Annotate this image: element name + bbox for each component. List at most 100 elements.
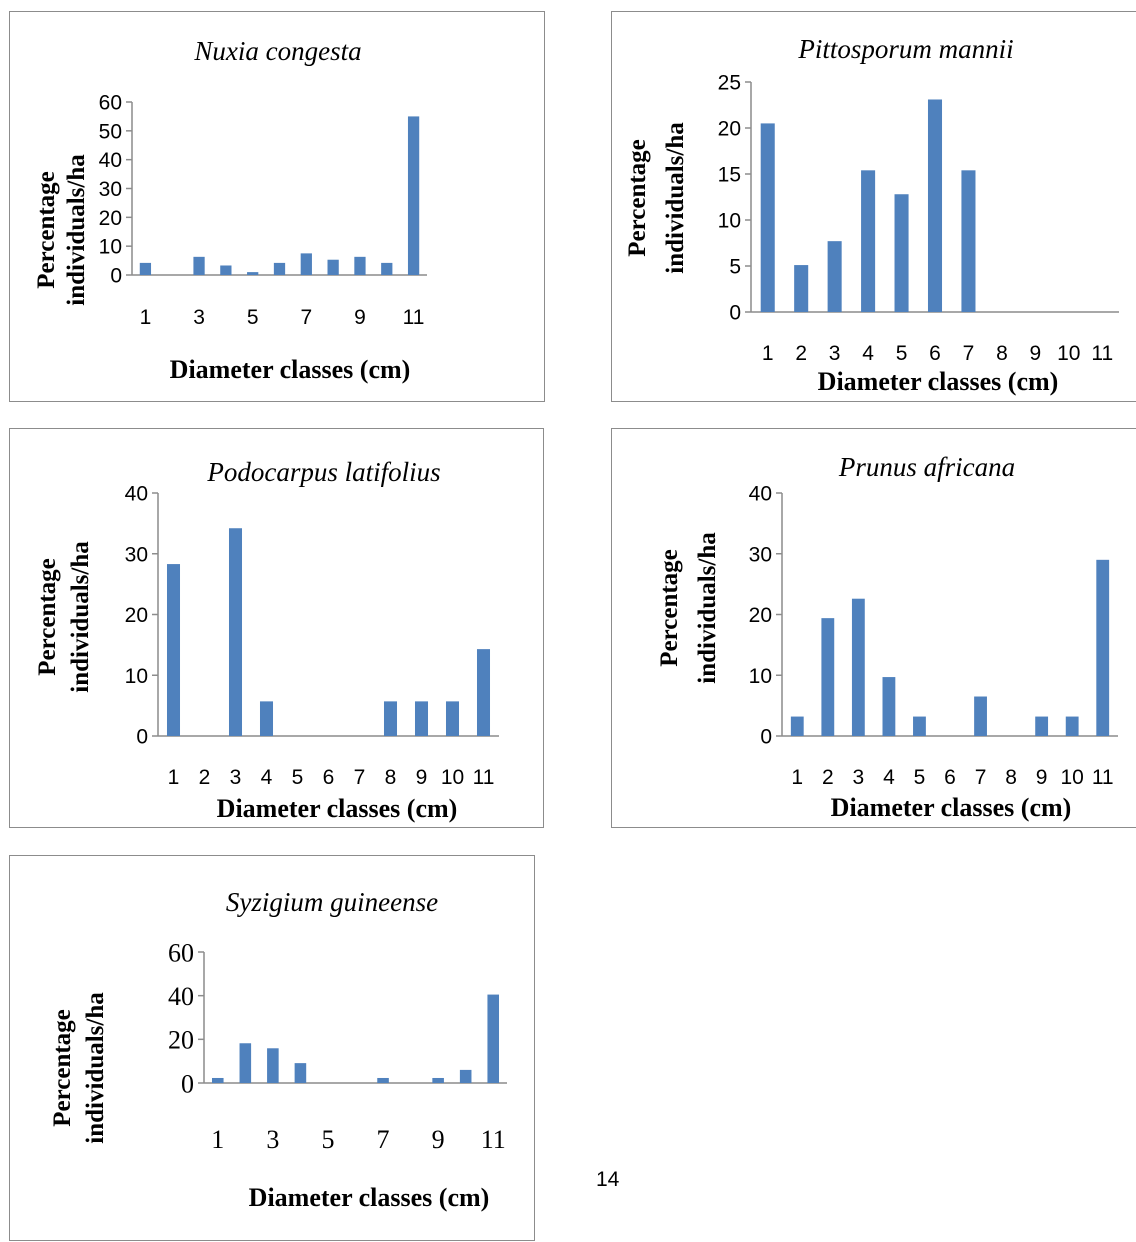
x-tick-label: 7	[300, 306, 312, 329]
x-tick-label: 1	[211, 1125, 224, 1154]
bar-9	[1035, 716, 1049, 736]
x-tick-label: 11	[481, 1125, 506, 1154]
chart-panel-prunus-africana: Prunus africana Percentage individuals/h…	[611, 428, 1136, 828]
bar-6	[273, 262, 286, 275]
x-tick-label: 3	[230, 766, 242, 789]
y-axis-label-line-2: individuals/ha	[82, 992, 109, 1144]
x-tick-label: 5	[914, 766, 926, 789]
y-tick-label: 0	[181, 1069, 194, 1098]
chart-svg: Syzigium guineense Percentage individual…	[49, 887, 507, 1212]
x-tick-label: 9	[1036, 766, 1048, 789]
y-tick-label: 40	[125, 483, 148, 506]
bar-2	[794, 265, 809, 312]
x-tick-label: 1	[168, 766, 180, 789]
bar-6	[927, 99, 943, 312]
y-tick-label: 60	[168, 938, 194, 967]
x-tick-label: 3	[193, 306, 205, 329]
x-tick-label: 7	[975, 766, 987, 789]
bar-11	[407, 116, 420, 276]
bar-1	[760, 123, 775, 313]
bar-5	[894, 194, 909, 312]
bar-10	[459, 1069, 472, 1083]
bar-3	[827, 241, 842, 312]
x-tick-label: 5	[292, 766, 304, 789]
bar-4	[861, 170, 876, 312]
y-axis-label-line-2: individuals/ha	[694, 532, 721, 684]
x-tick-label: 5	[247, 306, 259, 329]
x-tick-label: 2	[795, 342, 807, 365]
x-tick-label: 11	[473, 766, 495, 789]
y-tick-label: 20	[749, 604, 772, 627]
chart-panel-podocarpus-latifolius: Podocarpus latifolius Percentage individ…	[9, 428, 544, 828]
x-tick-label: 7	[354, 766, 366, 789]
y-tick-label: 0	[136, 726, 148, 749]
bar-7	[974, 696, 987, 736]
x-tick-label: 9	[354, 306, 366, 329]
bar-9	[414, 701, 429, 736]
y-axis-label: Percentage individuals/ha	[34, 541, 94, 693]
x-tick-label: 2	[199, 766, 211, 789]
x-tick-label: 4	[862, 342, 874, 365]
y-axis-label: Percentage individuals/ha	[49, 992, 109, 1144]
chart-svg: Prunus africana Percentage individuals/h…	[656, 452, 1118, 822]
x-tick-label: 1	[140, 306, 152, 329]
x-tick-label: 10	[1061, 766, 1084, 789]
x-axis-label: Diameter classes (cm)	[170, 355, 411, 384]
x-tick-label: 8	[996, 342, 1008, 365]
bar-2	[239, 1043, 252, 1083]
y-axis-label-line-1: Percentage	[624, 139, 651, 257]
y-tick-label: 60	[99, 92, 122, 115]
x-tick-label: 6	[323, 766, 335, 789]
y-axis-label: Percentage individuals/ha	[624, 122, 689, 274]
x-tick-label: 6	[929, 342, 941, 365]
chart-svg: Nuxia congesta Percentage individuals/ha…	[33, 36, 427, 384]
bar-3	[193, 256, 205, 275]
x-tick-label: 9	[1030, 342, 1042, 365]
y-tick-label: 30	[125, 543, 148, 566]
chart-title: Syzigium guineense	[226, 887, 438, 917]
bar-2	[821, 618, 835, 736]
y-tick-label: 20	[168, 1026, 194, 1055]
y-axis-label-line-2: individuals/ha	[63, 154, 90, 306]
bar-1	[790, 716, 804, 736]
x-tick-label: 8	[1005, 766, 1017, 789]
bar-3	[851, 598, 865, 736]
x-tick-label: 10	[1057, 342, 1080, 365]
x-tick-label: 1	[791, 766, 803, 789]
y-tick-label: 0	[110, 265, 122, 288]
y-axis-label: Percentage individuals/ha	[33, 154, 90, 306]
bar-7	[377, 1077, 389, 1083]
bar-5	[247, 272, 259, 275]
chart-svg: Pittosporum mannii Percentage individual…	[624, 34, 1119, 396]
bar-4	[882, 677, 896, 736]
x-tick-label: 5	[896, 342, 908, 365]
x-tick-label: 2	[822, 766, 834, 789]
x-tick-label: 3	[266, 1125, 279, 1154]
chart-title: Prunus africana	[838, 452, 1015, 482]
x-tick-label: 7	[963, 342, 975, 365]
x-tick-label: 11	[1092, 766, 1114, 789]
y-tick-label: 20	[718, 118, 741, 141]
chart-panel-pittosporum-mannii: Pittosporum mannii Percentage individual…	[611, 11, 1136, 402]
bar-9	[354, 256, 366, 275]
x-tick-label: 4	[261, 766, 273, 789]
bar-4	[294, 1063, 307, 1083]
y-tick-label: 50	[99, 120, 122, 143]
chart-panel-nuxia-congesta: Nuxia congesta Percentage individuals/ha…	[9, 11, 545, 402]
bar-10	[1065, 716, 1079, 736]
x-axis-label: Diameter classes (cm)	[831, 793, 1072, 822]
y-tick-label: 40	[99, 149, 122, 172]
y-tick-label: 40	[168, 982, 194, 1011]
bar-1	[139, 262, 152, 275]
y-tick-label: 0	[760, 726, 772, 749]
bar-7	[961, 170, 976, 312]
bar-11	[1096, 559, 1110, 736]
y-tick-label: 10	[125, 665, 148, 688]
y-axis-label-line-1: Percentage	[656, 549, 683, 667]
x-tick-label: 3	[829, 342, 841, 365]
y-tick-label: 30	[99, 178, 122, 201]
chart-panel-syzigium-guineense: Syzigium guineense Percentage individual…	[9, 855, 535, 1241]
y-tick-label: 10	[718, 210, 741, 233]
x-tick-label: 9	[416, 766, 428, 789]
bar-8	[327, 259, 339, 275]
